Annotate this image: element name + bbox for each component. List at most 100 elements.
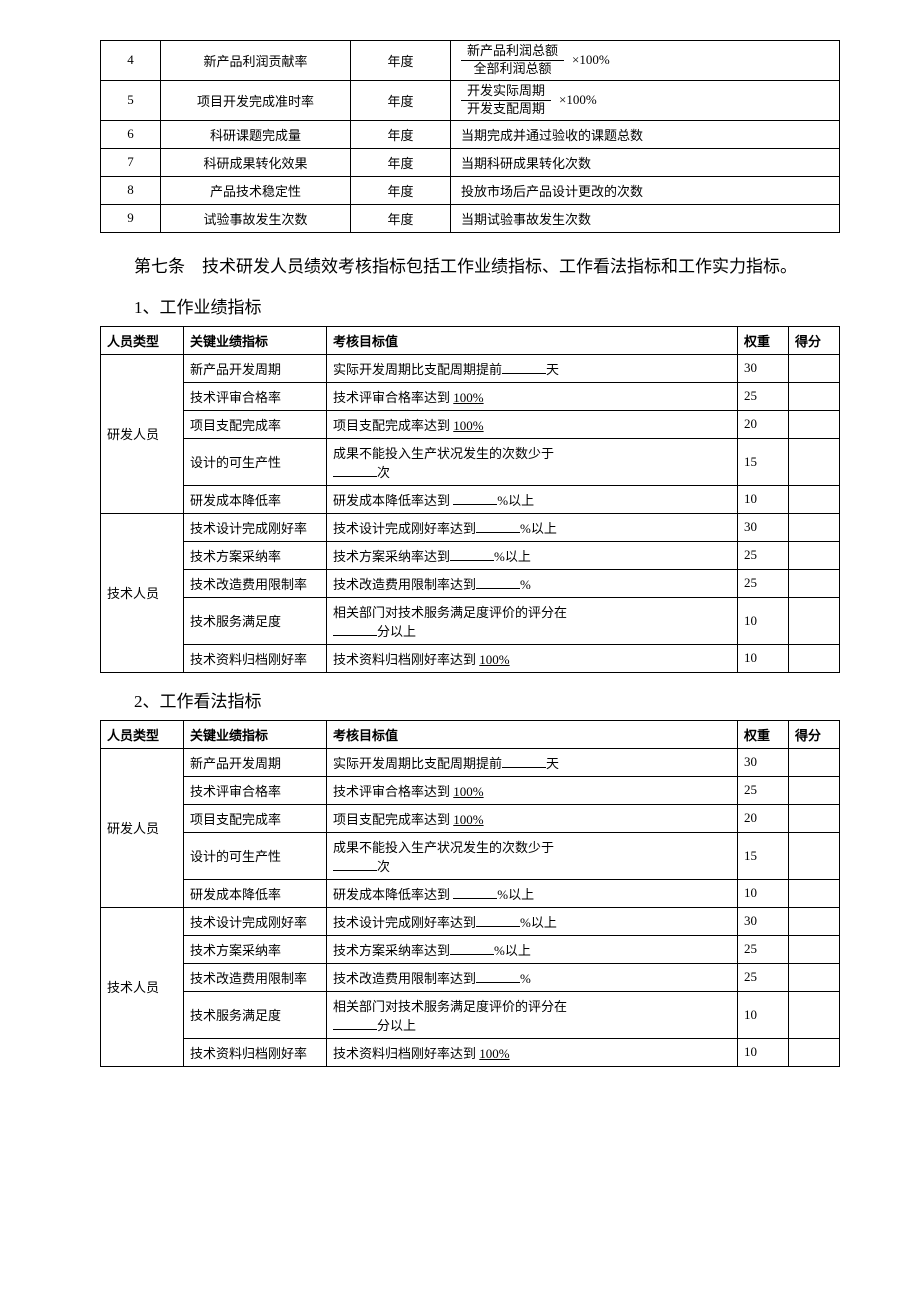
kpi-name: 技术方案采纳率 xyxy=(184,541,327,569)
kpi-score xyxy=(789,541,840,569)
row-period: 年度 xyxy=(351,80,451,120)
row-name: 科研课题完成量 xyxy=(161,120,351,148)
table-row: 6科研课题完成量年度当期完成并通过验收的课题总数 xyxy=(101,120,840,148)
kpi-name: 技术方案采纳率 xyxy=(184,935,327,963)
kpi-score xyxy=(789,513,840,541)
table-row: 4新产品利润贡献率年度新产品利润总额全部利润总额×100% xyxy=(101,41,840,81)
kpi-name: 项目支配完成率 xyxy=(184,804,327,832)
person-type: 技术人员 xyxy=(101,513,184,672)
kpi-weight: 25 xyxy=(738,776,789,804)
kpi-weight: 15 xyxy=(738,438,789,485)
row-formula: 开发实际周期开发支配周期×100% xyxy=(451,80,840,120)
col-kpi: 关键业绩指标 xyxy=(184,720,327,748)
kpi-score xyxy=(789,879,840,907)
table-row: 研发人员新产品开发周期实际开发周期比支配周期提前天30 xyxy=(101,748,840,776)
kpi-target: 成果不能投入生产状况发生的次数少于次 xyxy=(327,438,738,485)
table-row: 项目支配完成率项目支配完成率达到 100%20 xyxy=(101,410,840,438)
formula-table: 4新产品利润贡献率年度新产品利润总额全部利润总额×100%5项目开发完成准时率年… xyxy=(100,40,840,233)
kpi-target: 成果不能投入生产状况发生的次数少于次 xyxy=(327,832,738,879)
table-row: 技术方案采纳率技术方案采纳率达到%以上25 xyxy=(101,541,840,569)
kpi-name: 新产品开发周期 xyxy=(184,748,327,776)
kpi-weight: 10 xyxy=(738,991,789,1038)
col-person-type: 人员类型 xyxy=(101,720,184,748)
kpi-target: 技术资料归档刚好率达到 100% xyxy=(327,1038,738,1066)
kpi-score xyxy=(789,832,840,879)
kpi-score xyxy=(789,485,840,513)
article-7: 第七条 技术研发人员绩效考核指标包括工作业绩指标、工作看法指标和工作实力指标。 xyxy=(100,251,840,283)
kpi-target: 技术改造费用限制率达到% xyxy=(327,569,738,597)
row-name: 项目开发完成准时率 xyxy=(161,80,351,120)
col-kpi: 关键业绩指标 xyxy=(184,326,327,354)
row-num: 4 xyxy=(101,41,161,81)
col-target: 考核目标值 xyxy=(327,720,738,748)
row-num: 7 xyxy=(101,148,161,176)
kpi-score xyxy=(789,748,840,776)
row-num: 9 xyxy=(101,204,161,232)
kpi-weight: 10 xyxy=(738,597,789,644)
kpi-weight: 10 xyxy=(738,644,789,672)
kpi-weight: 20 xyxy=(738,410,789,438)
table-row: 研发人员新产品开发周期实际开发周期比支配周期提前天30 xyxy=(101,354,840,382)
kpi-target: 技术方案采纳率达到%以上 xyxy=(327,935,738,963)
table-row: 技术改造费用限制率技术改造费用限制率达到%25 xyxy=(101,963,840,991)
kpi-target: 技术改造费用限制率达到% xyxy=(327,963,738,991)
kpi-weight: 15 xyxy=(738,832,789,879)
kpi-score xyxy=(789,569,840,597)
subhead-2: 2、工作看法指标 xyxy=(100,687,840,712)
kpi-name: 技术资料归档刚好率 xyxy=(184,644,327,672)
kpi-table-2: 人员类型 关键业绩指标 考核目标值 权重 得分 研发人员新产品开发周期实际开发周… xyxy=(100,720,840,1067)
row-num: 5 xyxy=(101,80,161,120)
table-row: 技术人员技术设计完成刚好率技术设计完成刚好率达到%以上30 xyxy=(101,907,840,935)
col-person-type: 人员类型 xyxy=(101,326,184,354)
kpi-weight: 30 xyxy=(738,748,789,776)
kpi-weight: 20 xyxy=(738,804,789,832)
kpi-score xyxy=(789,776,840,804)
kpi-name: 研发成本降低率 xyxy=(184,485,327,513)
kpi-target: 技术设计完成刚好率达到%以上 xyxy=(327,907,738,935)
row-desc: 当期完成并通过验收的课题总数 xyxy=(451,120,840,148)
table-row: 7科研成果转化效果年度当期科研成果转化次数 xyxy=(101,148,840,176)
table-row: 项目支配完成率项目支配完成率达到 100%20 xyxy=(101,804,840,832)
kpi-name: 技术评审合格率 xyxy=(184,382,327,410)
kpi-target: 技术资料归档刚好率达到 100% xyxy=(327,644,738,672)
kpi-score xyxy=(789,438,840,485)
row-desc: 当期试验事故发生次数 xyxy=(451,204,840,232)
row-period: 年度 xyxy=(351,41,451,81)
kpi-target: 实际开发周期比支配周期提前天 xyxy=(327,748,738,776)
row-desc: 投放市场后产品设计更改的次数 xyxy=(451,176,840,204)
row-period: 年度 xyxy=(351,120,451,148)
kpi-score xyxy=(789,907,840,935)
kpi-weight: 30 xyxy=(738,354,789,382)
kpi-score xyxy=(789,963,840,991)
kpi-target: 研发成本降低率达到 %以上 xyxy=(327,485,738,513)
kpi-weight: 25 xyxy=(738,382,789,410)
kpi-name: 技术改造费用限制率 xyxy=(184,963,327,991)
kpi-score xyxy=(789,991,840,1038)
person-type: 技术人员 xyxy=(101,907,184,1066)
kpi-target: 项目支配完成率达到 100% xyxy=(327,804,738,832)
kpi-name: 技术改造费用限制率 xyxy=(184,569,327,597)
col-target: 考核目标值 xyxy=(327,326,738,354)
kpi-name: 技术设计完成刚好率 xyxy=(184,907,327,935)
kpi-name: 设计的可生产性 xyxy=(184,832,327,879)
row-formula: 新产品利润总额全部利润总额×100% xyxy=(451,41,840,81)
kpi-name: 项目支配完成率 xyxy=(184,410,327,438)
kpi-target: 研发成本降低率达到 %以上 xyxy=(327,879,738,907)
table-row: 9试验事故发生次数年度当期试验事故发生次数 xyxy=(101,204,840,232)
kpi-weight: 30 xyxy=(738,513,789,541)
kpi-score xyxy=(789,382,840,410)
kpi-name: 技术评审合格率 xyxy=(184,776,327,804)
table-row: 技术人员技术设计完成刚好率技术设计完成刚好率达到%以上30 xyxy=(101,513,840,541)
kpi-weight: 25 xyxy=(738,569,789,597)
table-row: 技术资料归档刚好率技术资料归档刚好率达到 100%10 xyxy=(101,644,840,672)
row-name: 新产品利润贡献率 xyxy=(161,41,351,81)
table-row: 技术服务满足度相关部门对技术服务满足度评价的评分在分以上10 xyxy=(101,991,840,1038)
table-row: 技术评审合格率技术评审合格率达到 100%25 xyxy=(101,382,840,410)
table-row: 研发成本降低率研发成本降低率达到 %以上10 xyxy=(101,485,840,513)
kpi-score xyxy=(789,597,840,644)
person-type: 研发人员 xyxy=(101,354,184,513)
person-type: 研发人员 xyxy=(101,748,184,907)
row-name: 试验事故发生次数 xyxy=(161,204,351,232)
kpi-target: 技术方案采纳率达到%以上 xyxy=(327,541,738,569)
kpi-score xyxy=(789,804,840,832)
